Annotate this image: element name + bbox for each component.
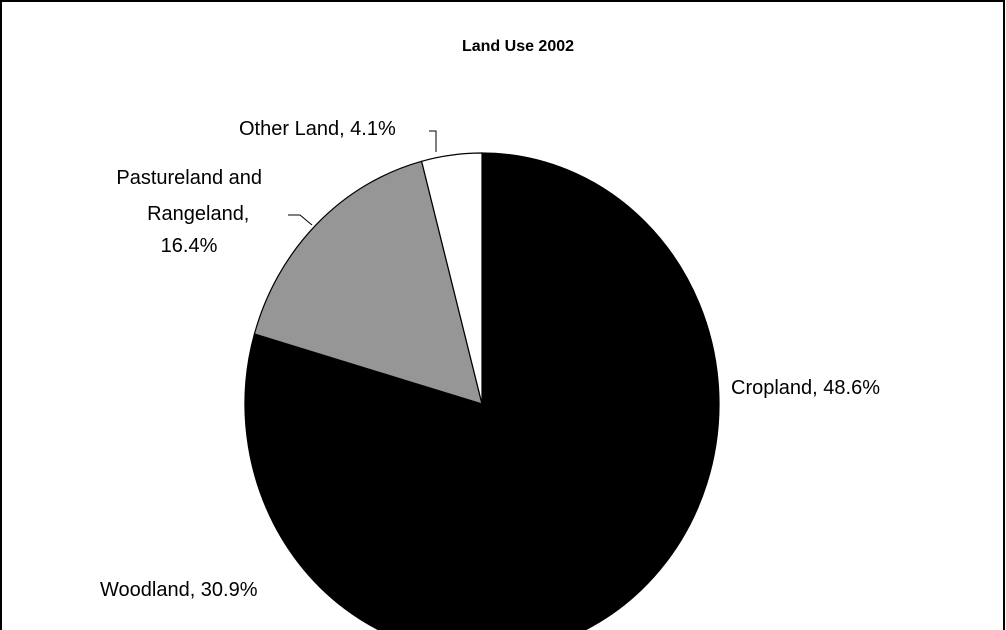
pie-slice-otherland bbox=[420, 152, 483, 405]
slice-label-pastureland-line2: Rangeland, bbox=[147, 203, 249, 225]
pie-slices bbox=[244, 152, 720, 630]
slice-label-cropland: Cropland, 48.6% bbox=[731, 377, 880, 399]
pie-slice-cropland bbox=[481, 152, 720, 630]
slice-label-pastureland: Pastureland and Rangeland, 16.4% bbox=[116, 167, 267, 257]
chart-title: Land Use 2002 bbox=[462, 38, 574, 55]
leader-lines bbox=[288, 130, 437, 226]
slice-label-pastureland-line3: 16.4% bbox=[161, 235, 218, 257]
pie-slice-woodland bbox=[244, 333, 502, 630]
slice-label-woodland: Woodland, 30.9% bbox=[100, 579, 258, 601]
leader-line-pastureland bbox=[288, 214, 313, 226]
leader-line-otherland bbox=[429, 130, 437, 152]
slice-label-otherland: Other Land, 4.1% bbox=[239, 118, 396, 140]
slice-label-pastureland-line1: Pastureland and bbox=[116, 167, 262, 189]
pie-slice-pastureland bbox=[253, 160, 483, 405]
